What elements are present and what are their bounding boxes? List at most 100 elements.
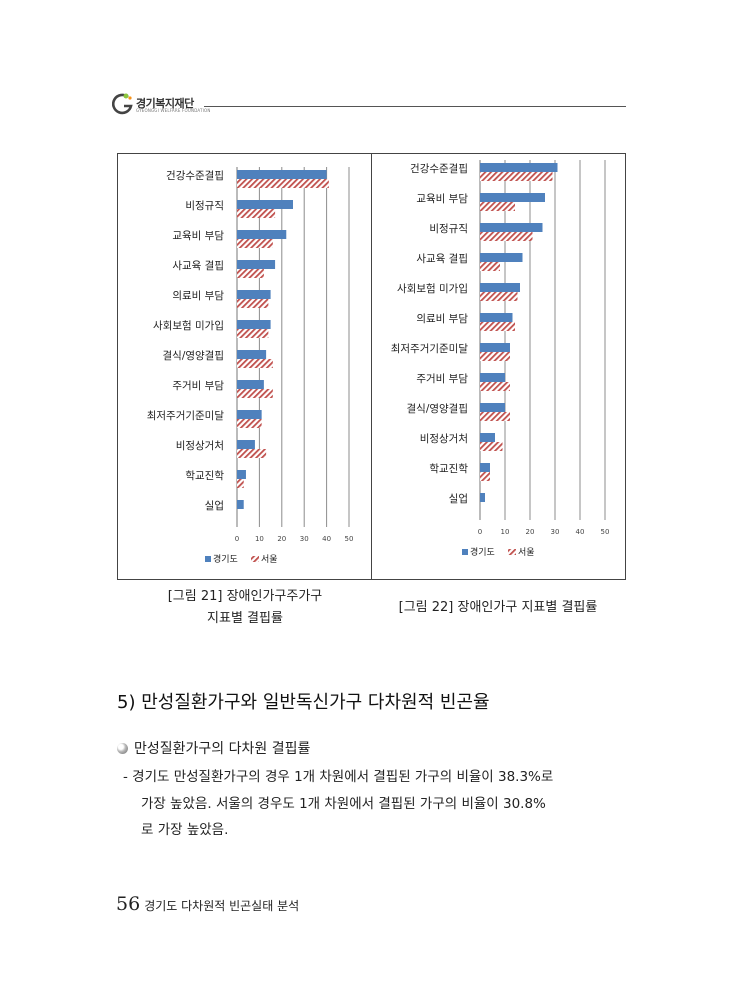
category-label: 교육비 부담 (416, 193, 468, 205)
figure-21-caption: [그림 21] 장애인가구주가구 지표별 결핍률 (150, 586, 340, 630)
org-logo: 경기복지재단 GYEONGGI WELFARE FOUNDATION (112, 92, 212, 118)
category-label: 사회보험 미가입 (397, 282, 468, 295)
x-tick-label: 40 (576, 528, 585, 536)
bar-gyeonggi (480, 193, 545, 202)
category-label: 건강수준결핍 (166, 170, 224, 182)
bar-gyeonggi (480, 433, 495, 442)
legend-swatch-seoul (251, 556, 259, 562)
bar-seoul (237, 389, 273, 398)
bar-seoul (237, 329, 269, 338)
legend-label-seoul: 서울 (518, 547, 535, 558)
x-tick-label: 10 (501, 528, 510, 536)
bar-gyeonggi (480, 163, 558, 172)
x-tick-label: 20 (277, 535, 286, 543)
legend-swatch-gyeonggi (462, 549, 468, 555)
bar-seoul (480, 232, 533, 241)
bar-gyeonggi (237, 380, 264, 389)
bullet-icon (117, 743, 128, 754)
paragraph-line-3: 로 가장 높았음. (141, 822, 229, 838)
bar-gyeonggi (480, 283, 520, 292)
page-number: 56 (116, 893, 141, 915)
bar-gyeonggi (237, 350, 267, 359)
x-tick-label: 0 (478, 528, 482, 536)
header-divider (204, 106, 626, 107)
org-subtitle: GYEONGGI WELFARE FOUNDATION (136, 108, 211, 113)
bar-gyeonggi (237, 500, 244, 509)
bar-seoul (480, 472, 490, 481)
paragraph-line-1: - 경기도 만성질환가구의 경우 1개 차원에서 결핍된 가구의 비율이 38.… (123, 769, 554, 785)
figure-divider (371, 153, 372, 580)
bar-gyeonggi (237, 290, 271, 299)
category-label: 결식/영양결핍 (407, 403, 469, 415)
x-tick-label: 30 (300, 535, 309, 543)
bar-seoul (237, 449, 267, 458)
bar-gyeonggi (237, 260, 276, 269)
bar-gyeonggi (237, 440, 255, 449)
category-label: 비정규직 (429, 223, 468, 235)
category-label: 주거비 부담 (172, 380, 224, 392)
category-label: 의료비 부담 (416, 313, 468, 325)
figure-22-caption: [그림 22] 장애인가구 지표별 결핍률 (398, 600, 598, 615)
category-label: 비정규직 (185, 200, 224, 212)
x-tick-label: 40 (322, 535, 331, 543)
category-label: 학교진학 (429, 463, 468, 475)
legend-label-gyeonggi: 경기도 (213, 553, 238, 565)
legend-label-gyeonggi: 경기도 (470, 546, 495, 558)
category-label: 비정상거처 (176, 440, 224, 452)
bar-gyeonggi (480, 253, 523, 262)
bar-seoul (480, 352, 510, 361)
foundation-logo-icon (112, 93, 133, 115)
body-paragraph: - 경기도 만성질환가구의 경우 1개 차원에서 결핍된 가구의 비율이 38.… (123, 764, 629, 844)
category-label: 교육비 부담 (172, 230, 224, 242)
category-label: 최저주거기준미달 (147, 410, 225, 422)
x-tick-label: 10 (255, 535, 264, 543)
paragraph-line-2: 가장 높았음. 서울의 경우도 1개 차원에서 결핍된 가구의 비율이 30.8… (141, 795, 546, 812)
bar-gyeonggi (480, 343, 510, 352)
bar-seoul (480, 172, 553, 181)
x-tick-label: 0 (235, 535, 239, 543)
category-label: 학교진학 (185, 470, 224, 482)
bar-gyeonggi (237, 470, 246, 479)
bar-gyeonggi (237, 230, 287, 239)
category-label: 실업 (449, 492, 468, 505)
figure-21-caption-line1: [그림 21] 장애인가구주가구 (167, 589, 323, 604)
bar-gyeonggi (480, 313, 513, 322)
category-label: 최저주거기준미달 (391, 343, 469, 355)
x-tick-label: 20 (526, 528, 535, 536)
bar-seoul (237, 299, 269, 308)
bar-seoul (480, 322, 515, 331)
bar-seoul (237, 479, 244, 488)
bar-seoul (480, 262, 500, 271)
category-label: 비정상거처 (420, 433, 468, 445)
bullet-text: 만성질환가구의 다차원 결핍률 (134, 741, 311, 757)
category-label: 사회보험 미가입 (153, 319, 224, 332)
category-label: 사교육 결핍 (416, 253, 468, 265)
section-title: 5) 만성질환가구와 일반독신가구 다차원적 빈곤율 (117, 692, 490, 713)
legend-swatch-gyeonggi (205, 556, 211, 562)
category-label: 결식/영양결핍 (163, 350, 225, 362)
bar-gyeonggi (237, 410, 262, 419)
x-tick-label: 50 (345, 535, 354, 543)
bar-gyeonggi (237, 200, 293, 209)
bar-gyeonggi (480, 493, 485, 502)
bar-seoul (237, 239, 273, 248)
category-label: 주거비 부담 (416, 373, 468, 385)
chart-22: 0 10 20 30 40 50 건강수준결핍 교육비 부담 비정규직 사교육 결핍 사회보험 미가… (391, 160, 610, 558)
bar-seoul (237, 269, 264, 278)
bar-seoul (480, 382, 510, 391)
footer-title: 경기도 다차원적 빈곤실태 분석 (144, 899, 300, 913)
bullet-heading: 만성질환가구의 다차원 결핍률 (117, 738, 310, 758)
bar-seoul (480, 202, 515, 211)
category-label: 의료비 부담 (172, 290, 224, 302)
bar-gyeonggi (480, 463, 490, 472)
category-label: 사교육 결핍 (172, 260, 224, 272)
org-name: 경기복지재단 (136, 97, 194, 110)
legend-label-seoul: 서울 (261, 554, 278, 565)
bar-seoul (237, 419, 262, 428)
bar-gyeonggi (237, 170, 327, 179)
bar-seoul (480, 292, 518, 301)
x-tick-label: 50 (601, 528, 610, 536)
figure-21-caption-line2: 지표별 결핍률 (207, 611, 283, 626)
category-label: 건강수준결핍 (410, 163, 468, 175)
